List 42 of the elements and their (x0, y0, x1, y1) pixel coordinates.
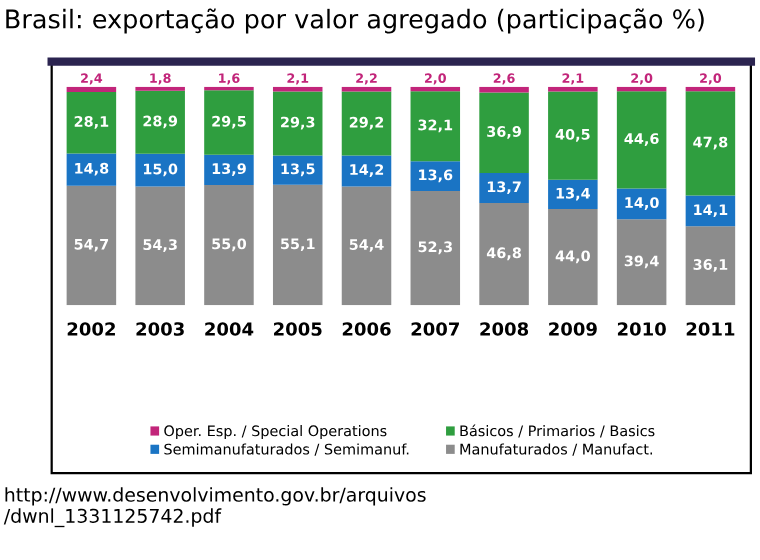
bar (204, 185, 254, 306)
bar (410, 91, 461, 162)
x-tick-label: 2008 (480, 322, 529, 336)
x-tick-label: 2011 (686, 322, 735, 336)
text: http://www.desenvolvimento.gov.br/arquivos /dwnl_1331125742.pdf (3, 487, 426, 528)
bar (548, 179, 598, 210)
x-tick-label: 2006 (342, 322, 391, 336)
bar (272, 91, 323, 156)
bar (410, 190, 461, 306)
x-tick-label: 2003 (136, 322, 184, 336)
bar (135, 90, 185, 154)
bar (685, 86, 736, 92)
x-tick-label: 2007 (411, 322, 459, 336)
bar (66, 86, 117, 93)
bar (66, 185, 117, 306)
bar (341, 91, 392, 156)
bar (66, 153, 117, 186)
x-tick-label: 2002 (67, 322, 115, 336)
bar (616, 91, 667, 189)
bar (685, 226, 736, 306)
bar (548, 209, 598, 306)
bar (479, 173, 529, 203)
bar (135, 186, 185, 306)
x-tick-label: 2009 (549, 322, 597, 336)
bar (410, 86, 461, 92)
x-tick-label: 2004 (205, 322, 254, 336)
bar (616, 86, 667, 92)
bar (66, 92, 117, 154)
bar (341, 186, 392, 306)
bar (272, 155, 323, 185)
x-tick-label: 2010 (617, 322, 666, 336)
chart-title: Brasil: exportação por valor agregado (participação %) (6, 8, 704, 34)
bar (548, 91, 598, 180)
bar (341, 86, 392, 92)
x-tick-label: 2005 (274, 322, 322, 336)
bar (479, 92, 529, 174)
bar (479, 202, 529, 306)
bar (135, 153, 185, 187)
bar (685, 91, 736, 196)
bar (616, 219, 667, 306)
bar (204, 90, 254, 155)
bar (272, 184, 323, 306)
